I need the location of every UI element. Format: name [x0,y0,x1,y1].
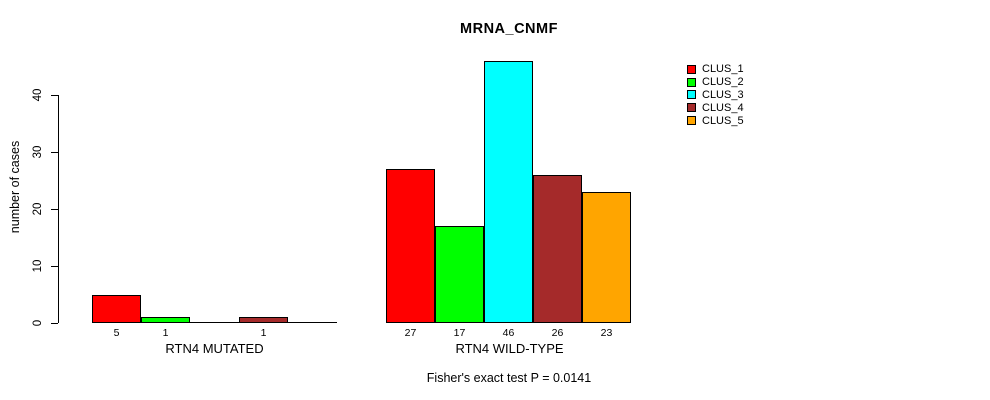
bar-value-clus-5: 23 [600,327,613,339]
y-tick-label: 10 [32,259,44,273]
y-tick-label: 30 [32,145,44,159]
bar-clus-5 [582,191,631,323]
y-tick-mark [51,95,58,96]
y-axis-line [58,95,59,323]
legend-swatch-clus-1 [687,64,696,74]
legend-row-clus-1: CLUS_1 [687,63,744,76]
x-group-label-mutated: RTN4 MUTATED [165,341,264,356]
bar-value-clus-4: 26 [551,327,564,339]
chart-title: MRNA_CNMF [460,21,558,37]
legend-row-clus-3: CLUS_3 [687,89,744,102]
legend: CLUS_1 CLUS_2 CLUS_3 CLUS_4 CLUS_5 [687,63,744,127]
bar-value-clus-4: 1 [260,327,267,339]
y-tick-mark [51,266,58,267]
bar-clus-2 [435,226,484,323]
bar-clus-4 [239,317,288,323]
legend-swatch-clus-2 [687,77,696,87]
y-tick-mark [51,323,58,324]
legend-label-clus-2: CLUS_2 [702,76,744,89]
bar-clus-1 [386,169,435,323]
footnote-fisher-test: Fisher's exact test P = 0.0141 [426,371,592,385]
bar-clus-1 [92,294,141,323]
legend-label-clus-1: CLUS_1 [702,63,744,76]
legend-swatch-clus-3 [687,90,696,100]
legend-row-clus-2: CLUS_2 [687,76,744,89]
bar-value-clus-1: 5 [113,327,120,339]
bar-value-clus-2: 1 [162,327,169,339]
zero-bar-clus-5 [288,322,337,323]
y-tick-label: 0 [32,319,44,327]
legend-label-clus-5: CLUS_5 [702,114,744,127]
legend-label-clus-4: CLUS_4 [702,101,744,114]
bar-value-clus-3: 46 [502,327,515,339]
legend-row-clus-4: CLUS_4 [687,101,744,114]
bar-clus-4 [533,174,582,323]
y-tick-label: 20 [32,202,44,216]
legend-swatch-clus-4 [687,103,696,113]
y-tick-label: 40 [32,88,44,102]
y-tick-mark [51,152,58,153]
bar-clus-3 [484,60,533,323]
legend-label-clus-3: CLUS_3 [702,88,744,101]
y-tick-mark [51,209,58,210]
y-axis-label: number of cases [8,140,22,234]
zero-bar-clus-3 [190,322,239,323]
bar-value-clus-1: 27 [404,327,417,339]
legend-row-clus-5: CLUS_5 [687,114,744,127]
x-group-label-wildtype: RTN4 WILD-TYPE [455,341,564,356]
bar-value-clus-2: 17 [453,327,466,339]
legend-swatch-clus-5 [687,116,696,126]
bar-clus-2 [141,317,190,323]
